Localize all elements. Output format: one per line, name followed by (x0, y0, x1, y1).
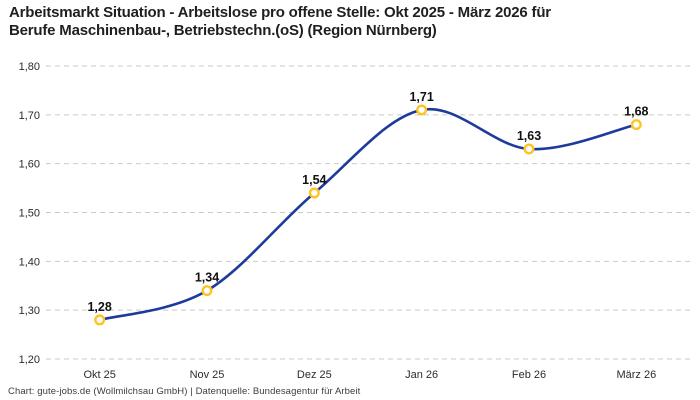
y-axis-tick-label: 1,50 (19, 208, 40, 220)
data-point-label: 1,54 (302, 173, 326, 187)
chart-title-line1: Arbeitsmarkt Situation - Arbeitslose pro… (9, 4, 551, 21)
x-axis-label: Feb 26 (512, 369, 546, 381)
data-point-marker (630, 119, 642, 131)
x-axis-label: März 26 (616, 369, 656, 381)
data-point-label: 1,71 (409, 90, 433, 104)
x-axis-label: Okt 25 (83, 369, 115, 381)
data-point-marker (94, 314, 106, 326)
chart-title-line2: Berufe Maschinenbau-, Betriebstechn.(oS)… (9, 21, 437, 39)
data-point-marker (308, 187, 320, 199)
chart-title: Arbeitsmarkt Situation - Arbeitslose pro… (9, 4, 689, 39)
data-point-marker (201, 285, 213, 297)
data-point-label: 1,34 (195, 271, 219, 285)
x-axis-label: Dez 25 (297, 369, 332, 381)
chart-credit: Chart: gute-jobs.de (Wollmilchsau GmbH) … (8, 386, 361, 397)
y-axis-tick-label: 1,80 (19, 61, 40, 73)
x-axis-label: Nov 25 (190, 369, 225, 381)
y-axis-tick-label: 1,30 (19, 305, 40, 317)
y-axis-tick-label: 1,40 (19, 256, 40, 268)
y-axis-tick-label: 1,60 (19, 159, 40, 171)
data-point-label: 1,68 (624, 105, 648, 119)
data-point-label: 1,63 (517, 129, 541, 143)
data-point-marker (416, 104, 428, 116)
series-line (98, 107, 638, 322)
data-point-marker (523, 143, 535, 155)
x-axis-label: Jan 26 (405, 369, 438, 381)
y-axis-tick-label: 1,20 (19, 354, 40, 366)
data-point-label: 1,28 (87, 300, 111, 314)
y-axis-tick-label: 1,70 (19, 110, 40, 122)
